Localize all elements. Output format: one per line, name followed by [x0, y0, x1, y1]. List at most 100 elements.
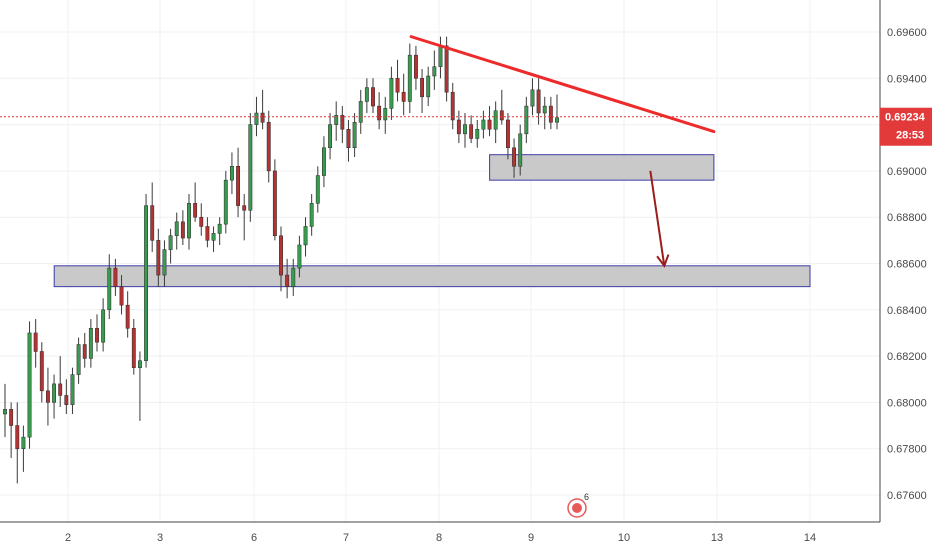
candle-body	[555, 117, 559, 123]
candle-body	[383, 108, 388, 121]
candle-body	[407, 54, 412, 102]
time-tick-label: 3	[157, 532, 163, 544]
price-tick-label: 0.67800	[887, 444, 927, 456]
candle-body	[371, 87, 375, 107]
candle-body	[144, 205, 149, 361]
current-price-label: 0.69234	[885, 112, 926, 124]
candle-body	[524, 105, 529, 135]
price-tick-label: 0.68600	[887, 259, 927, 271]
descending-trendline[interactable]	[409, 35, 716, 134]
candle-body	[3, 409, 7, 415]
time-tick-label: 8	[436, 532, 442, 544]
candle-body	[272, 170, 277, 236]
candle-body	[229, 166, 234, 181]
candle-body	[469, 124, 474, 139]
candle-body	[107, 267, 112, 311]
zones[interactable]	[53, 154, 811, 288]
candle-body	[21, 436, 26, 449]
candle-body	[150, 205, 155, 241]
candle-body	[45, 390, 50, 403]
candle-body	[254, 112, 259, 125]
time-tick-label: 6	[251, 532, 257, 544]
bar-countdown-label: 28:53	[896, 130, 924, 142]
candle-body	[395, 78, 400, 93]
candle-body	[548, 105, 553, 123]
candle-body	[260, 112, 265, 123]
candle-body	[358, 101, 363, 123]
candle-body	[279, 235, 283, 276]
price-tick-label: 0.67600	[887, 490, 927, 502]
price-tick-label: 0.69600	[887, 27, 927, 39]
candle-body	[346, 128, 351, 148]
time-axis[interactable]: 2 3 6 7 8 9 10 13 14	[65, 532, 816, 544]
price-tick-label: 0.68200	[887, 351, 927, 363]
candle-body	[463, 124, 467, 135]
price-tick-label: 0.69000	[887, 166, 927, 178]
candle-body	[125, 304, 130, 329]
candle-body	[168, 235, 173, 250]
candle-body	[39, 351, 44, 392]
candle-body	[242, 205, 247, 211]
candle-body	[174, 221, 179, 236]
candle-body	[518, 133, 523, 167]
events-icon-core	[572, 503, 582, 513]
time-tick-label: 10	[618, 532, 630, 544]
candle-body	[76, 344, 81, 375]
candle-body	[426, 75, 431, 98]
candle-body	[131, 328, 136, 368]
time-tick-label: 2	[65, 532, 71, 544]
arrow-head	[656, 254, 670, 268]
events-badge[interactable]: 6	[567, 492, 589, 518]
price-tick-label: 0.68800	[887, 212, 927, 224]
candle-body	[303, 226, 308, 246]
candle-body	[113, 267, 118, 287]
candle-body	[536, 89, 541, 114]
price-tick-label: 0.68000	[887, 397, 927, 409]
candle-body	[205, 226, 210, 241]
candle-body	[487, 119, 492, 130]
candle-body	[321, 147, 326, 176]
candle-body	[475, 128, 480, 139]
lower-support-zone[interactable]	[53, 265, 811, 288]
upper-support-zone[interactable]	[489, 154, 715, 181]
candle-body	[266, 122, 271, 172]
candle-body	[352, 122, 357, 149]
candle-body	[193, 203, 198, 218]
candle-body	[309, 203, 314, 227]
time-tick-label: 7	[343, 532, 349, 544]
candle-body	[334, 115, 339, 125]
candle-body	[95, 328, 99, 343]
candle-body	[444, 45, 449, 93]
candle-body	[328, 124, 333, 148]
down-arrow[interactable]	[649, 170, 670, 268]
events-count: 6	[584, 492, 589, 502]
candle-body	[493, 110, 498, 130]
candle-body	[82, 344, 87, 359]
candle-body	[438, 45, 443, 67]
candle-body	[499, 110, 504, 121]
candle-body	[340, 115, 345, 130]
candle-body	[432, 66, 437, 77]
candle-body	[88, 328, 93, 359]
arrow-shaft	[649, 170, 666, 266]
candle-body	[248, 124, 253, 211]
candle-body	[33, 332, 38, 352]
current-price-badge: 0.69234 28:53	[880, 107, 932, 146]
candle-body	[211, 233, 216, 241]
time-tick-label: 13	[711, 532, 723, 544]
candle-body	[64, 395, 69, 405]
candles	[3, 36, 559, 484]
candle-body	[70, 374, 75, 405]
price-axis[interactable]: 0.696000.694000.692000.690000.688000.686…	[887, 27, 927, 502]
candle-body	[291, 267, 296, 287]
time-tick-label: 14	[804, 532, 816, 544]
candle-body	[377, 105, 382, 121]
candle-body	[542, 105, 547, 114]
candle-body	[223, 179, 228, 225]
candle-body	[58, 383, 63, 396]
candle-body	[413, 54, 418, 79]
candle-body	[450, 91, 455, 121]
candle-body	[530, 89, 535, 107]
candle-body	[119, 286, 124, 306]
